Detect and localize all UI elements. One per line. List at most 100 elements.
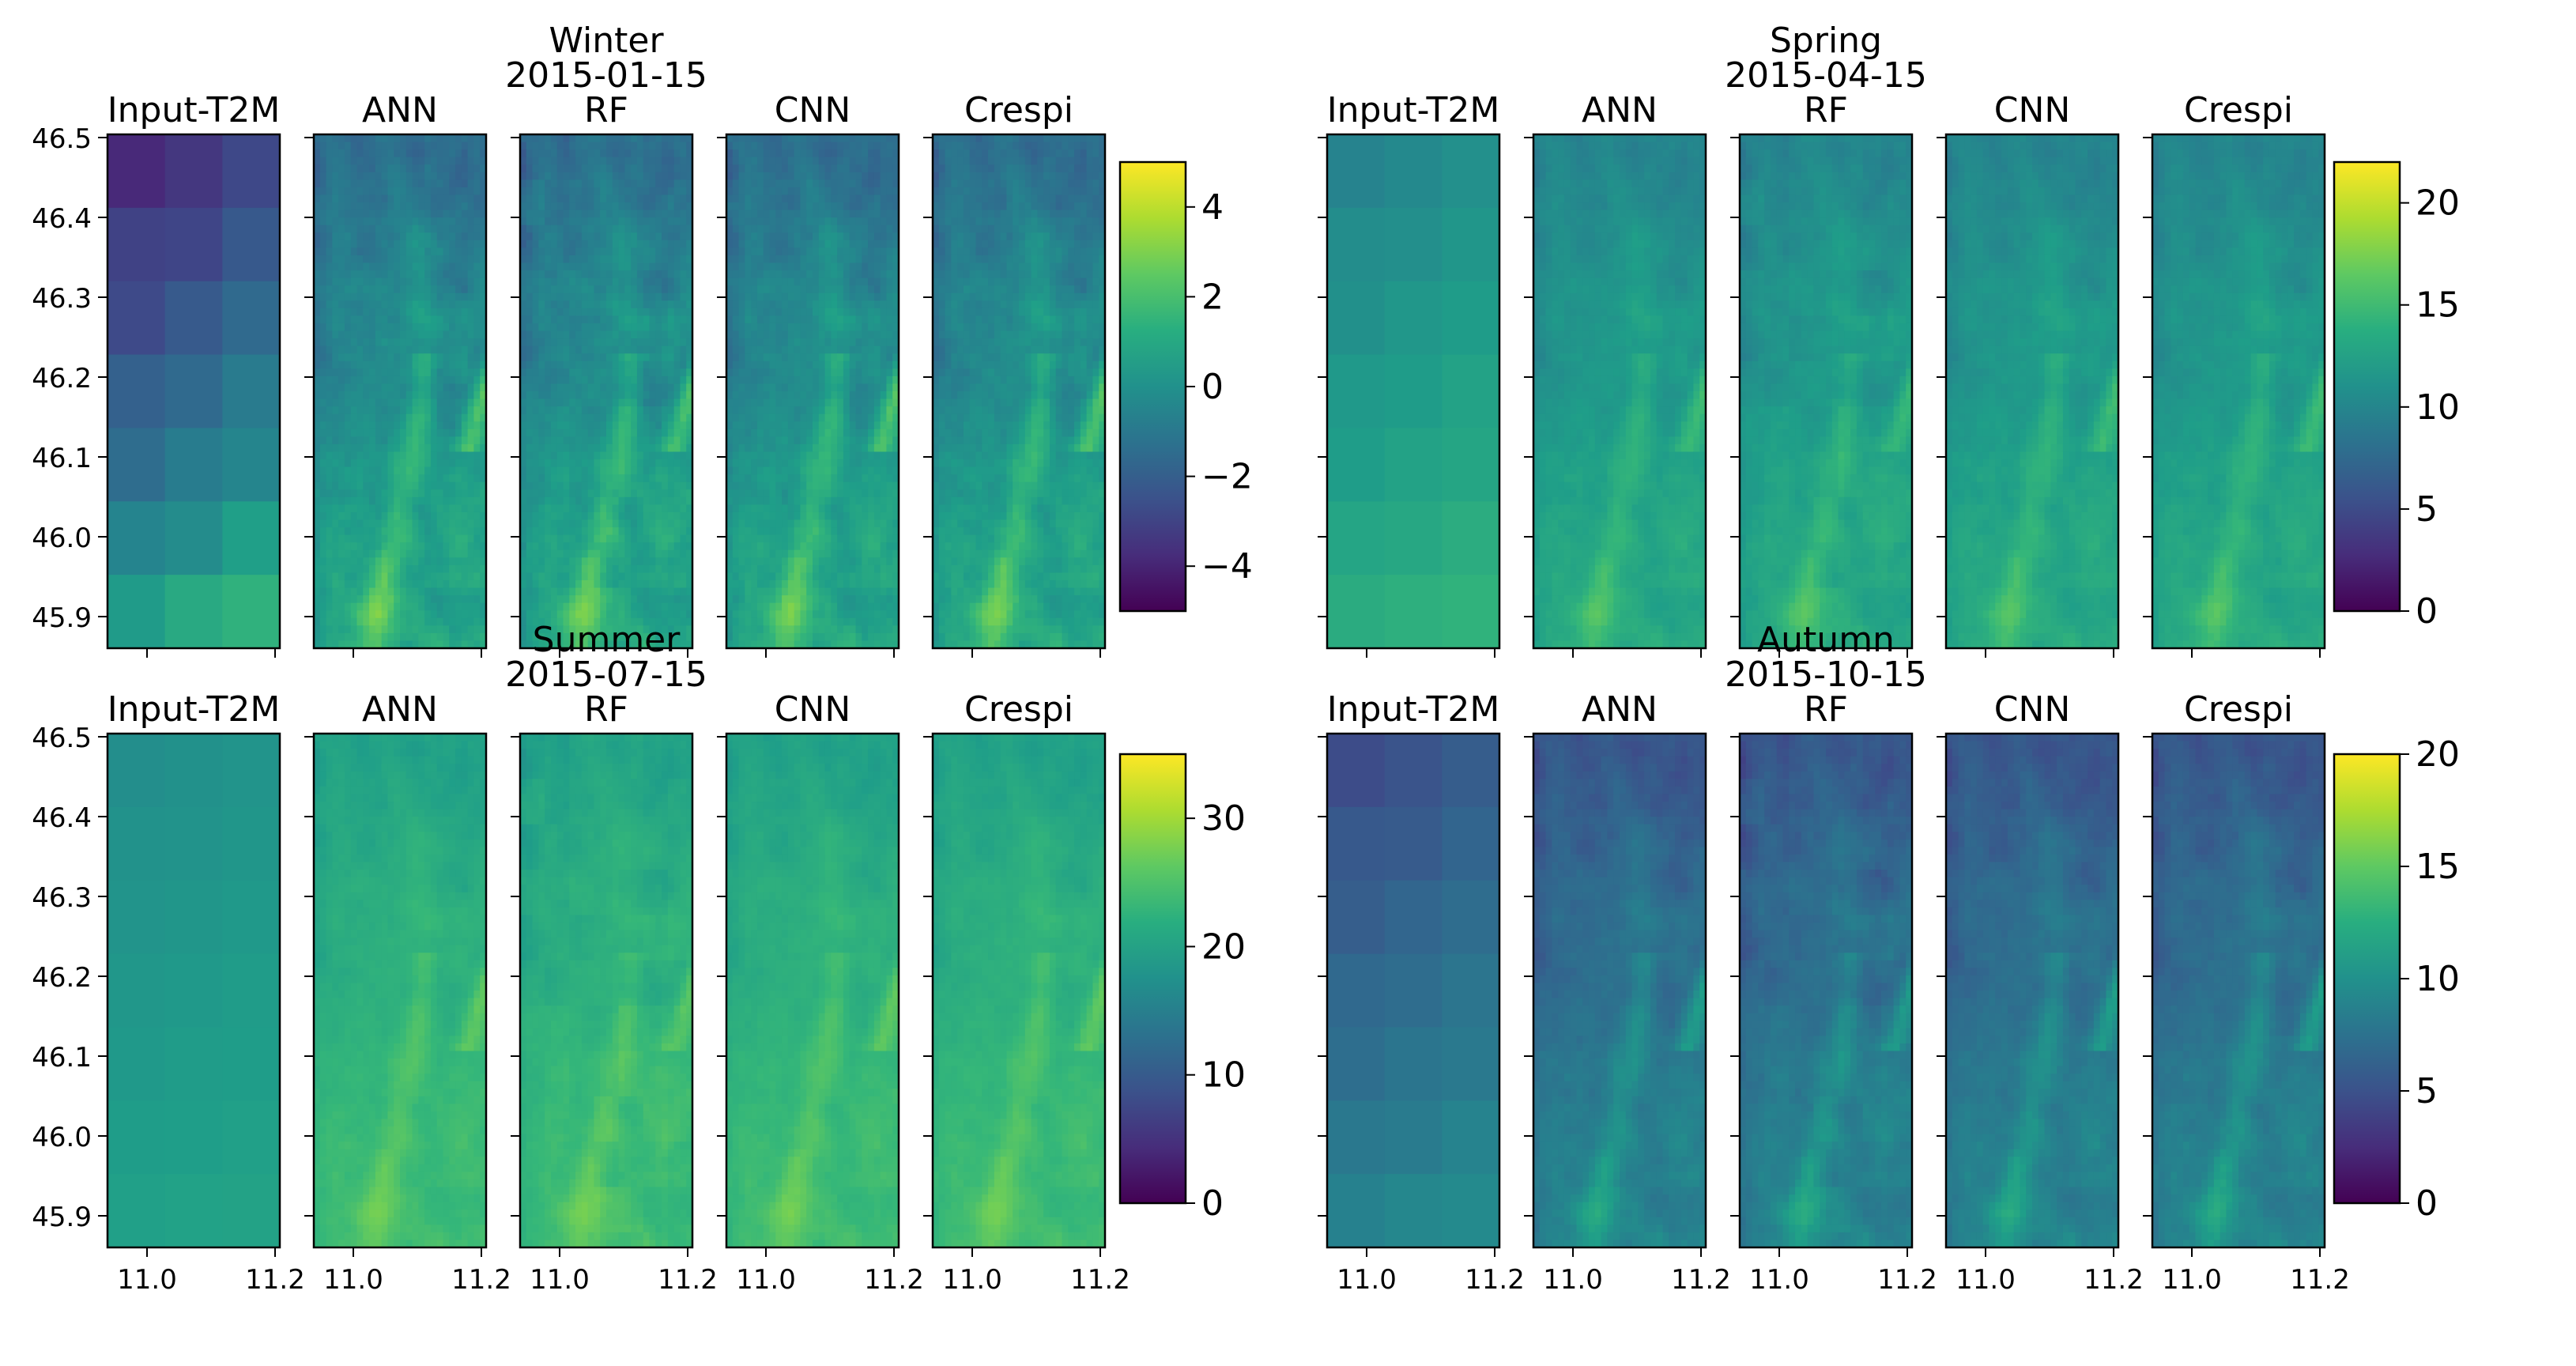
heatmap-cell <box>455 232 462 240</box>
heatmap-cell <box>400 406 406 414</box>
heatmap-cell <box>394 497 400 505</box>
heatmap-cell <box>345 232 351 240</box>
heatmap-cell <box>424 247 431 255</box>
heatmap-cell <box>387 497 394 505</box>
heatmap-cell <box>375 459 382 467</box>
heatmap-cell <box>431 572 437 580</box>
heatmap-cell <box>320 421 326 429</box>
heatmap-cell <box>462 444 468 452</box>
heatmap-cell <box>406 489 413 497</box>
heatmap-cell <box>443 285 450 293</box>
heatmap-cell <box>375 436 382 444</box>
heatmap-cell <box>400 331 406 339</box>
heatmap-cell <box>338 474 345 482</box>
heatmap-cell <box>351 603 357 611</box>
heatmap-cell <box>437 618 443 626</box>
heatmap-cell <box>400 482 406 490</box>
heatmap-cell <box>394 520 400 528</box>
heatmap-cell <box>473 376 480 384</box>
heatmap-cell <box>462 436 468 444</box>
heatmap-cell <box>351 232 357 240</box>
heatmap-cell <box>431 331 437 339</box>
heatmap-cell <box>406 527 413 535</box>
heatmap-cell <box>357 451 364 459</box>
heatmap-cell <box>382 391 388 399</box>
heatmap-cell <box>473 391 480 399</box>
heatmap-cell <box>351 497 357 505</box>
heatmap-cell <box>424 436 431 444</box>
heatmap-cell <box>468 361 474 369</box>
heatmap-cell <box>473 595 480 603</box>
heatmap-cell <box>375 331 382 339</box>
heatmap-cell <box>462 353 468 361</box>
heatmap-cell <box>332 134 338 142</box>
heatmap-cell <box>375 315 382 323</box>
heatmap-cell <box>387 210 394 218</box>
heatmap-cell <box>369 550 375 558</box>
heatmap-cell <box>473 535 480 543</box>
heatmap-cell <box>332 588 338 596</box>
heatmap-cell <box>400 300 406 308</box>
heatmap-cell <box>314 572 320 580</box>
heatmap-cell <box>332 263 338 271</box>
heatmap-cell <box>424 270 431 278</box>
heatmap-cell <box>369 134 375 142</box>
heatmap-cell <box>326 194 333 202</box>
heatmap-cell <box>369 149 375 157</box>
heatmap-cell <box>332 436 338 444</box>
heatmap-cell <box>400 308 406 316</box>
heatmap-cell <box>369 565 375 573</box>
heatmap-cell <box>394 618 400 626</box>
heatmap-cell <box>406 474 413 482</box>
heatmap-cell <box>418 134 424 142</box>
heatmap-cell <box>387 512 394 520</box>
heatmap-cell <box>462 467 468 475</box>
heatmap-cell <box>462 331 468 339</box>
heatmap-cell <box>424 285 431 293</box>
heatmap-cell <box>462 451 468 459</box>
heatmap-cell <box>338 572 345 580</box>
heatmap-cell <box>351 588 357 596</box>
heatmap-cell <box>394 383 400 391</box>
heatmap-cell <box>338 323 345 331</box>
heatmap-cell <box>314 603 320 611</box>
heatmap-cell <box>326 368 333 376</box>
heatmap-cell <box>375 603 382 611</box>
heatmap-cell <box>424 376 431 384</box>
heatmap-cell <box>424 399 431 407</box>
heatmap-cell <box>357 179 364 187</box>
heatmap-cell <box>424 414 431 422</box>
heatmap-cell <box>387 535 394 543</box>
heatmap-cell <box>382 580 388 588</box>
heatmap-cell <box>382 610 388 618</box>
heatmap-cell <box>363 149 369 157</box>
heatmap-cell <box>462 255 468 263</box>
heatmap-cell <box>462 482 468 490</box>
heatmap-cell <box>357 187 364 195</box>
heatmap-cell <box>449 202 455 210</box>
heatmap-cell <box>222 355 280 428</box>
heatmap-cell <box>332 285 338 293</box>
heatmap-cell <box>431 202 437 210</box>
heatmap-cell <box>462 164 468 172</box>
heatmap-cell <box>449 610 455 618</box>
heatmap-cell <box>345 172 351 180</box>
heatmap-cell <box>345 497 351 505</box>
heatmap-cell <box>387 142 394 150</box>
heatmap-cell <box>443 444 450 452</box>
heatmap-cell <box>418 217 424 225</box>
heatmap-cell <box>424 542 431 550</box>
heatmap-cell <box>455 172 462 180</box>
heatmap-cell <box>400 414 406 422</box>
heatmap-cell <box>462 572 468 580</box>
heatmap-cell <box>424 187 431 195</box>
heatmap-cell <box>357 504 364 512</box>
heatmap-cell <box>400 565 406 573</box>
heatmap-cell <box>363 504 369 512</box>
heatmap-cell <box>455 315 462 323</box>
heatmap-cell <box>424 610 431 618</box>
heatmap-cell <box>369 603 375 611</box>
heatmap-cell <box>413 179 419 187</box>
heatmap-cell <box>418 315 424 323</box>
heatmap-cell <box>165 355 223 428</box>
